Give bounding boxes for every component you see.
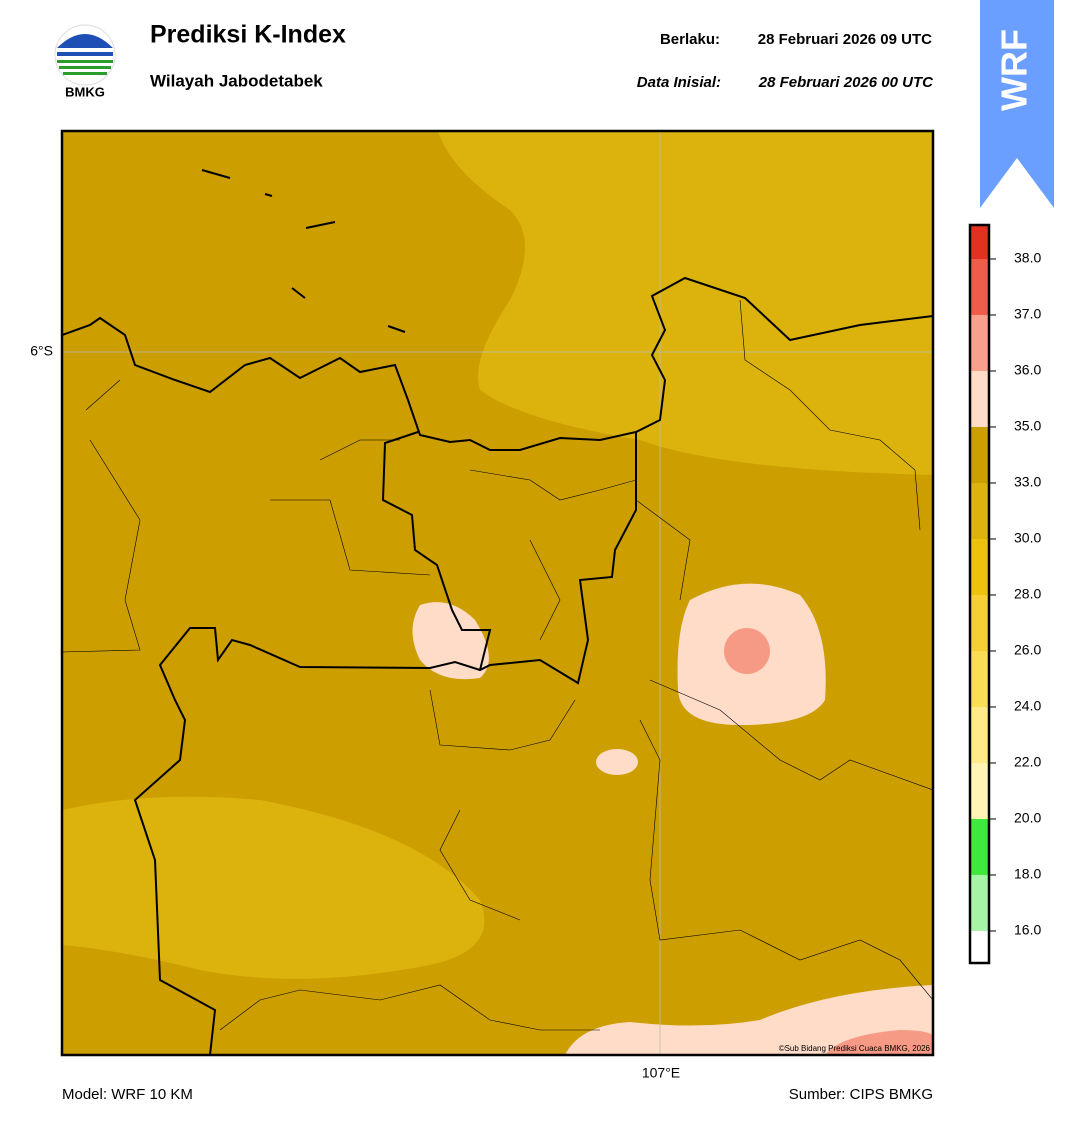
colorbar-band (970, 371, 989, 427)
colorbar: 16.0 18.0 20.0 22.0 24.0 26.0 28.0 30.0 33.0 35.0… (968, 223, 1041, 965)
colorbar-band (970, 707, 989, 763)
colorbar-band (970, 427, 989, 483)
badge-text: WRF (994, 29, 1035, 111)
colorbar-tick-label: 33.0 (1014, 474, 1041, 490)
valid-label: Berlaku: (660, 31, 720, 48)
colorbar-band (970, 483, 989, 539)
colorbar-tick-label: 16.0 (1014, 922, 1041, 938)
colorbar-tick-label: 30.0 (1014, 530, 1041, 546)
colorbar-band (970, 539, 989, 595)
colorbar-tick-label: 37.0 (1014, 306, 1041, 322)
title: Prediksi K-Index (150, 21, 346, 49)
footer-source: Sumber: CIPS BMKG (789, 1086, 933, 1103)
colorbar-tick-label: 20.0 (1014, 810, 1041, 826)
colorbar-band (970, 875, 989, 931)
colorbar-tick-label: 36.0 (1014, 362, 1041, 378)
colorbar-tick-label: 24.0 (1014, 698, 1041, 714)
logo: BMKG (54, 24, 116, 99)
footer-model: Model: WRF 10 KM (62, 1086, 193, 1103)
lat-label: 6°S (30, 343, 53, 359)
lon-label: 107°E (642, 1065, 680, 1081)
colorbar-tick-label: 22.0 (1014, 754, 1041, 770)
init-time: 28 Februari 2026 00 UTC (758, 74, 934, 91)
colorbar-band (970, 763, 989, 819)
colorbar-band (970, 819, 989, 875)
colorbar-band (970, 931, 989, 963)
map: 6°S 107°E ©Sub Bidang Prediksi Cuaca BMK… (30, 129, 935, 1081)
colorbar-band (970, 651, 989, 707)
colorbar-tick-label: 28.0 (1014, 586, 1041, 602)
subtitle: Wilayah Jabodetabek (150, 71, 323, 90)
colorbar-band (970, 315, 989, 371)
colorbar-tick-label: 38.0 (1014, 250, 1041, 266)
init-label: Data Inisial: (637, 74, 721, 91)
badge (980, 0, 1054, 208)
colorbar-band (970, 225, 989, 259)
colorbar-frame (968, 223, 991, 965)
credit: ©Sub Bidang Prediksi Cuaca BMKG, 2026 (779, 1044, 931, 1053)
colorbar-tick-label: 26.0 (1014, 642, 1041, 658)
colorbar-band (970, 595, 989, 651)
logo-text: BMKG (65, 84, 105, 99)
colorbar-tick-label: 35.0 (1014, 418, 1041, 434)
colorbar-band (970, 259, 989, 315)
valid-time: 28 Februari 2026 09 UTC (758, 31, 932, 48)
colorbar-tick-label: 18.0 (1014, 866, 1041, 882)
